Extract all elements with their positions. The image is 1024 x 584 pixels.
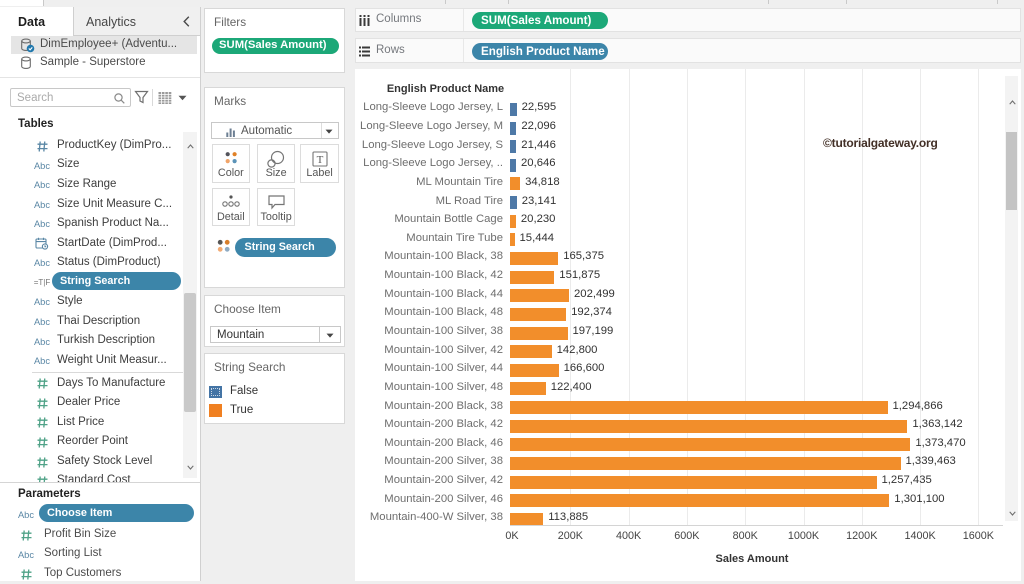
svg-text:T: T [316, 154, 323, 166]
